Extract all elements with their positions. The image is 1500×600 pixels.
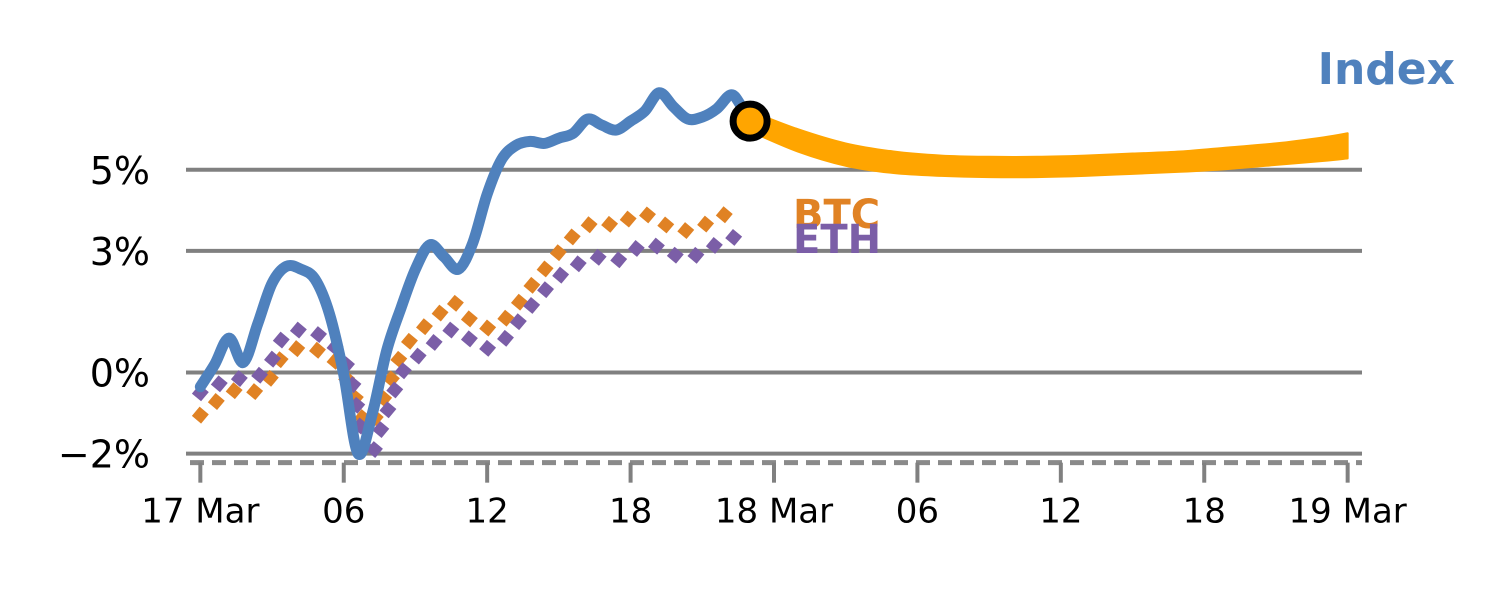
eth-dot — [409, 347, 427, 365]
x-axis-tick-labels: 17 Mar 06 12 18 18 Mar 06 12 18 19 Mar — [141, 492, 1407, 532]
eth-dot — [537, 281, 554, 299]
btc-dot — [416, 318, 433, 336]
eth-dot — [310, 326, 328, 344]
btc-dot — [677, 222, 695, 240]
btc-dot — [619, 210, 637, 228]
btc-dot — [510, 293, 528, 311]
btc-dot — [446, 294, 464, 312]
eth-dot — [705, 237, 723, 254]
eth-dot — [627, 240, 645, 257]
eth-dot — [365, 441, 383, 459]
eth-series-label: ETH — [793, 217, 881, 263]
btc-dot — [697, 215, 715, 233]
btc-dot — [657, 216, 675, 234]
eth-dot — [289, 321, 307, 339]
btc-dot — [191, 406, 209, 424]
eth-dot — [509, 313, 527, 331]
x-tick-label: 12 — [466, 492, 509, 532]
eth-dot — [725, 228, 743, 246]
forecast-start-marker-dot[interactable] — [729, 100, 771, 142]
x-tick-label: 18 — [609, 492, 652, 532]
btc-dot — [563, 228, 581, 246]
eth-dot — [394, 362, 412, 380]
btc-dotted-series — [191, 206, 733, 427]
eth-dot — [264, 350, 281, 368]
btc-dot — [309, 341, 326, 359]
btc-dot — [460, 310, 478, 328]
forecast-band-series — [749, 109, 1349, 179]
btc-dot — [580, 216, 598, 234]
eth-dot — [379, 401, 397, 419]
eth-dot — [610, 251, 628, 269]
x-tick-label: 06 — [896, 492, 939, 532]
y-axis-tick-labels: 5% 3% 0% −2% — [58, 149, 150, 477]
btc-dot — [479, 319, 497, 337]
x-tick-label: 19 Mar — [1289, 492, 1407, 532]
btc-dot — [523, 276, 541, 294]
eth-dot — [372, 421, 390, 439]
eth-dot — [552, 266, 570, 284]
x-tick-label: 12 — [1039, 492, 1082, 532]
eth-dot — [647, 237, 665, 255]
eth-dot — [210, 375, 228, 393]
eth-dot — [666, 246, 684, 264]
eth-dot — [251, 366, 269, 384]
eth-dot — [523, 297, 541, 314]
eth-dot — [386, 381, 404, 399]
x-tick-label: 06 — [322, 492, 365, 532]
eth-dot — [230, 370, 248, 388]
x-tick-label: 17 Mar — [141, 492, 259, 532]
y-tick-label: 3% — [90, 230, 150, 274]
btc-dot — [225, 382, 243, 400]
btc-dot — [536, 260, 554, 278]
index-line — [194, 87, 756, 460]
eth-dot — [272, 331, 290, 349]
eth-dot — [442, 321, 460, 339]
y-tick-label: 5% — [90, 149, 150, 193]
btc-dot — [549, 244, 567, 262]
eth-dot — [687, 246, 705, 264]
y-tick-label: 0% — [90, 352, 150, 396]
btc-dot — [431, 304, 449, 322]
btc-dot — [288, 340, 306, 358]
chart-title: Index — [1318, 44, 1455, 95]
btc-dot — [715, 206, 733, 224]
eth-dot — [569, 255, 587, 273]
btc-series-label: BTC — [793, 192, 880, 238]
btc-dot — [401, 332, 418, 350]
eth-dot — [589, 248, 607, 266]
x-tick-label: 18 — [1183, 492, 1226, 532]
btc-dot — [246, 383, 264, 401]
x-tick-label: 18 Mar — [715, 492, 833, 532]
eth-dot — [479, 339, 497, 357]
forecast-band — [749, 109, 1349, 179]
forecast-start-marker[interactable] — [729, 100, 771, 142]
btc-dot — [639, 206, 656, 224]
btc-dot — [601, 215, 619, 233]
btc-dot — [497, 309, 515, 327]
btc-dot — [207, 393, 225, 410]
eth-dot — [460, 330, 478, 348]
y-tick-label: −2% — [58, 433, 150, 477]
eth-dot — [425, 334, 443, 351]
index-line-series — [194, 87, 756, 460]
eth-dot — [497, 329, 514, 347]
x-axis-baseline — [190, 460, 1362, 483]
